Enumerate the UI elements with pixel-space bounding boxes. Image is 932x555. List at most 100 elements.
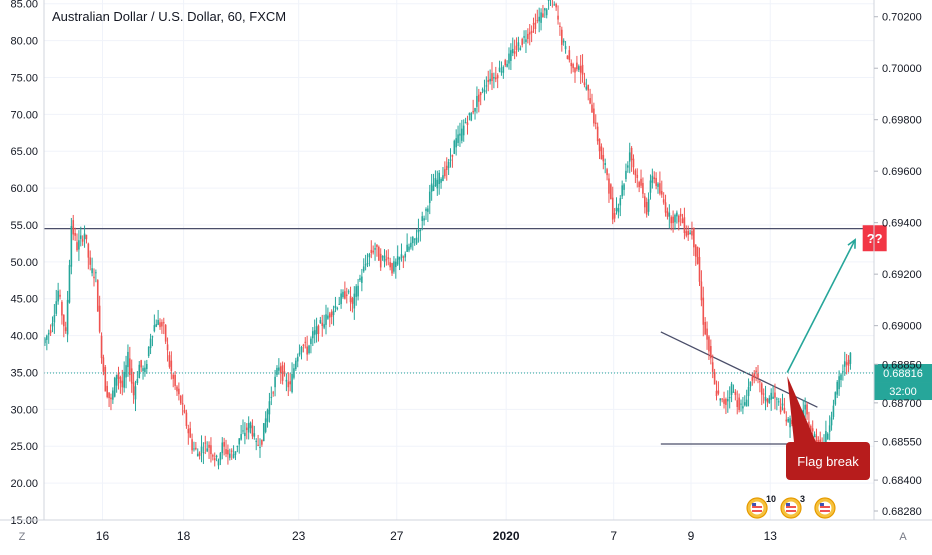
- candle-body: [700, 281, 703, 301]
- candle-body: [240, 434, 242, 440]
- left-tick-label: 45.00: [10, 294, 38, 306]
- candle-body: [183, 409, 186, 413]
- candle: [413, 238, 416, 246]
- candle-body: [289, 381, 291, 385]
- candle: [630, 146, 633, 172]
- candle: [70, 217, 73, 275]
- candle-body: [93, 276, 95, 279]
- candle: [268, 392, 271, 423]
- candle-body: [736, 400, 739, 408]
- candle: [189, 421, 191, 439]
- candle-body: [161, 322, 163, 327]
- candle-body: [383, 255, 386, 262]
- candle: [551, 0, 553, 8]
- x-tick-label: 18: [177, 529, 191, 543]
- candle-body: [472, 110, 474, 113]
- candle-body: [447, 161, 450, 169]
- candle-body: [676, 212, 678, 217]
- callout-pointer: [787, 376, 816, 442]
- candle: [212, 453, 214, 461]
- candle: [178, 382, 180, 401]
- candle: [753, 370, 756, 384]
- candle-body: [738, 397, 740, 411]
- candle-body: [134, 386, 137, 400]
- candle: [366, 253, 369, 268]
- candle: [344, 281, 346, 300]
- candle-body: [553, 4, 556, 6]
- candle: [789, 415, 791, 438]
- candle-body: [600, 146, 603, 160]
- candle: [340, 289, 342, 309]
- candle: [157, 309, 159, 326]
- candle: [328, 311, 331, 328]
- candle: [129, 346, 131, 382]
- candle: [777, 397, 780, 406]
- candle-body: [755, 370, 757, 373]
- candle: [442, 167, 444, 182]
- candle-body: [743, 402, 746, 406]
- candle-body: [721, 398, 723, 400]
- left-tick-label: 55.00: [10, 220, 38, 232]
- candle-body: [63, 315, 65, 327]
- candle: [755, 366, 757, 382]
- corner-right-label: A: [899, 531, 907, 543]
- candle: [191, 433, 193, 454]
- candle-body: [306, 346, 308, 355]
- candle-body: [808, 421, 810, 428]
- candle: [85, 234, 88, 244]
- candle: [113, 376, 116, 398]
- candle: [625, 163, 627, 182]
- flag-canton: [786, 503, 790, 506]
- candle: [549, 0, 551, 7]
- candle-body: [604, 163, 606, 165]
- candle-body: [766, 399, 769, 403]
- candle-body: [576, 62, 578, 70]
- candle-body: [660, 190, 663, 195]
- candle: [313, 319, 316, 344]
- candle-body: [253, 433, 256, 437]
- candle: [264, 411, 267, 434]
- candle-body: [334, 305, 337, 308]
- candle: [572, 62, 574, 73]
- candle: [121, 369, 124, 396]
- candle-body: [200, 446, 203, 452]
- candle: [300, 345, 303, 360]
- candle-body: [636, 174, 639, 178]
- candle: [200, 435, 203, 463]
- candle-body: [317, 325, 320, 335]
- candle: [393, 256, 395, 274]
- candle: [63, 314, 65, 338]
- candle-body: [404, 253, 407, 258]
- candle: [447, 158, 450, 176]
- candle: [417, 218, 420, 243]
- candle: [559, 22, 561, 36]
- candle-body: [640, 178, 642, 186]
- candle: [66, 290, 69, 343]
- candle: [293, 363, 295, 380]
- left-tick-label: 15.00: [10, 515, 38, 527]
- candle: [104, 364, 107, 392]
- candle-body: [594, 122, 597, 124]
- candle-body: [419, 230, 422, 232]
- candle-body: [119, 377, 122, 384]
- candle-body: [417, 229, 420, 233]
- candle: [727, 390, 729, 413]
- candle-body: [498, 67, 501, 72]
- candle: [849, 352, 852, 370]
- candle: [217, 458, 220, 470]
- candle: [106, 381, 108, 399]
- candle: [95, 269, 97, 283]
- candle: [651, 168, 654, 189]
- left-tick-label: 70.00: [10, 109, 38, 121]
- candle-body: [170, 360, 173, 372]
- candle-body: [400, 254, 403, 258]
- candle: [387, 249, 390, 266]
- candle-body: [123, 371, 125, 388]
- candle: [372, 245, 374, 255]
- candle: [427, 205, 429, 223]
- candle: [430, 173, 433, 201]
- candle-body: [372, 250, 374, 253]
- candle: [55, 289, 58, 317]
- candle: [619, 195, 622, 217]
- candle: [155, 319, 158, 328]
